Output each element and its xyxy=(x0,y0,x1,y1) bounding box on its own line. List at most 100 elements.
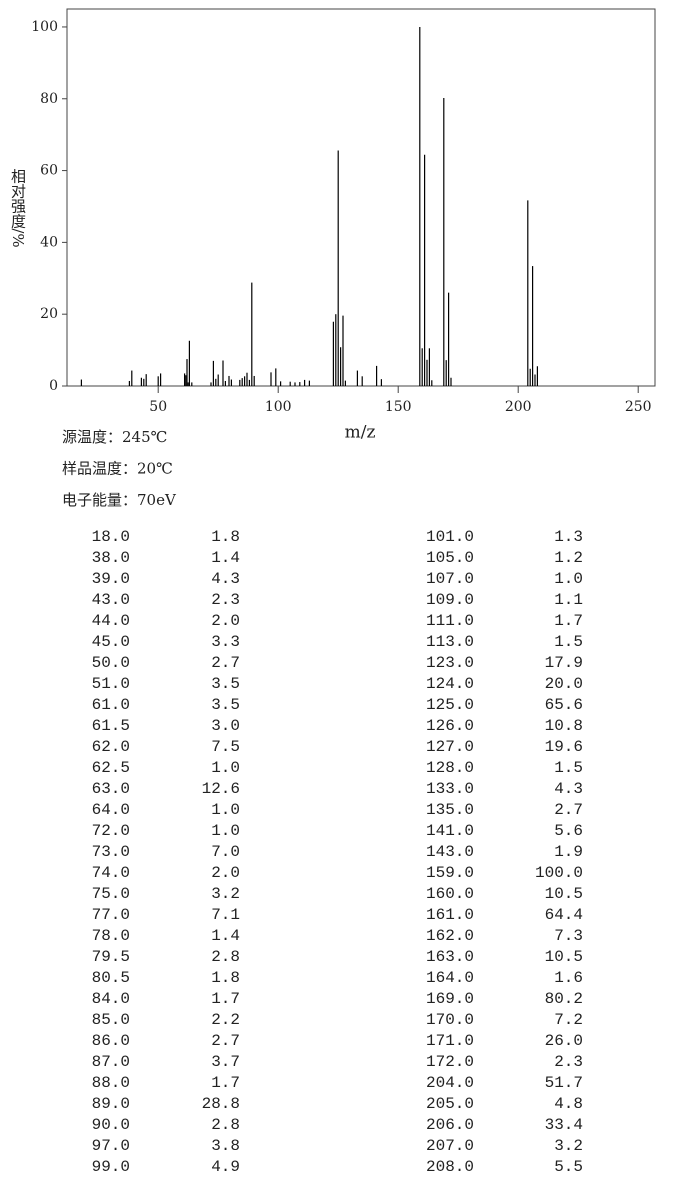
table-intensity: 3.2 xyxy=(554,1137,583,1155)
y-tick-label: 0 xyxy=(49,378,58,394)
table-intensity: 1.5 xyxy=(554,759,583,777)
table-intensity: 1.0 xyxy=(211,759,240,777)
table-intensity: 1.7 xyxy=(554,612,583,630)
table-mz: 159.0 xyxy=(426,864,474,882)
table-mz: 43.0 xyxy=(92,591,130,609)
table-intensity: 33.4 xyxy=(545,1116,583,1134)
table-mz: 109.0 xyxy=(426,591,474,609)
x-tick-label: 100 xyxy=(265,399,292,415)
table-mz: 128.0 xyxy=(426,759,474,777)
table-mz: 85.0 xyxy=(92,1011,130,1029)
table-intensity: 4.9 xyxy=(211,1158,240,1176)
table-mz: 50.0 xyxy=(92,654,130,672)
table-intensity: 4.8 xyxy=(554,1095,583,1113)
y-axis-label: 相对强度/% xyxy=(9,168,27,247)
table-intensity: 19.6 xyxy=(545,738,583,756)
table-mz: 75.0 xyxy=(92,885,130,903)
table-mz: 107.0 xyxy=(426,570,474,588)
table-intensity: 3.7 xyxy=(211,1053,240,1071)
table-intensity: 2.7 xyxy=(211,1032,240,1050)
table-mz: 206.0 xyxy=(426,1116,474,1134)
table-mz: 62.5 xyxy=(92,759,130,777)
table-mz: 63.0 xyxy=(92,780,130,798)
table-mz: 208.0 xyxy=(426,1158,474,1176)
table-intensity: 3.0 xyxy=(211,717,240,735)
table-intensity: 1.2 xyxy=(554,549,583,567)
table-intensity: 1.6 xyxy=(554,969,583,987)
condition: 样品温度：20℃ xyxy=(62,460,173,478)
table-mz: 170.0 xyxy=(426,1011,474,1029)
table-mz: 38.0 xyxy=(92,549,130,567)
x-tick-label: 200 xyxy=(505,399,532,415)
table-intensity: 1.0 xyxy=(211,801,240,819)
table-intensity: 64.4 xyxy=(545,906,583,924)
table-intensity: 10.5 xyxy=(545,885,583,903)
table-mz: 77.0 xyxy=(92,906,130,924)
table-intensity: 80.2 xyxy=(545,990,583,1008)
table-intensity: 2.8 xyxy=(211,1116,240,1134)
table-intensity: 2.7 xyxy=(211,654,240,672)
table-mz: 125.0 xyxy=(426,696,474,714)
table-intensity: 7.1 xyxy=(211,906,240,924)
table-intensity: 7.3 xyxy=(554,927,583,945)
table-mz: 205.0 xyxy=(426,1095,474,1113)
table-intensity: 1.4 xyxy=(211,549,240,567)
table-intensity: 12.6 xyxy=(202,780,240,798)
table-intensity: 20.0 xyxy=(545,675,583,693)
table-intensity: 1.5 xyxy=(554,633,583,651)
table-intensity: 3.8 xyxy=(211,1137,240,1155)
table-mz: 143.0 xyxy=(426,843,474,861)
y-tick-label: 100 xyxy=(31,19,58,35)
table-mz: 126.0 xyxy=(426,717,474,735)
table-intensity: 2.3 xyxy=(211,591,240,609)
table-intensity: 5.6 xyxy=(554,822,583,840)
table-mz: 111.0 xyxy=(426,612,474,630)
table-intensity: 1.0 xyxy=(211,822,240,840)
table-mz: 171.0 xyxy=(426,1032,474,1050)
table-mz: 39.0 xyxy=(92,570,130,588)
table-mz: 86.0 xyxy=(92,1032,130,1050)
table-mz: 124.0 xyxy=(426,675,474,693)
table-mz: 51.0 xyxy=(92,675,130,693)
table-mz: 78.0 xyxy=(92,927,130,945)
table-mz: 105.0 xyxy=(426,549,474,567)
table-intensity: 2.8 xyxy=(211,948,240,966)
table-mz: 204.0 xyxy=(426,1074,474,1092)
condition: 源温度：245℃ xyxy=(62,428,167,446)
table-intensity: 3.5 xyxy=(211,696,240,714)
table-mz: 79.5 xyxy=(92,948,130,966)
table-mz: 163.0 xyxy=(426,948,474,966)
x-tick-label: 250 xyxy=(625,399,652,415)
table-intensity: 3.2 xyxy=(211,885,240,903)
table-intensity: 1.4 xyxy=(211,927,240,945)
table-mz: 44.0 xyxy=(92,612,130,630)
table-mz: 88.0 xyxy=(92,1074,130,1092)
table-intensity: 1.9 xyxy=(554,843,583,861)
table-mz: 135.0 xyxy=(426,801,474,819)
table-intensity: 3.3 xyxy=(211,633,240,651)
table-mz: 89.0 xyxy=(92,1095,130,1113)
table-mz: 97.0 xyxy=(92,1137,130,1155)
table-intensity: 10.5 xyxy=(545,948,583,966)
table-mz: 101.0 xyxy=(426,528,474,546)
table-mz: 73.0 xyxy=(92,843,130,861)
plot-frame xyxy=(66,8,656,387)
table-intensity: 1.7 xyxy=(211,1074,240,1092)
table-mz: 61.5 xyxy=(92,717,130,735)
table-intensity: 28.8 xyxy=(202,1095,240,1113)
x-tick-label: 50 xyxy=(149,399,167,415)
y-tick-label: 40 xyxy=(40,234,58,250)
table-mz: 160.0 xyxy=(426,885,474,903)
table-mz: 172.0 xyxy=(426,1053,474,1071)
y-tick-label: 60 xyxy=(40,163,58,179)
table-intensity: 26.0 xyxy=(545,1032,583,1050)
table-mz: 72.0 xyxy=(92,822,130,840)
y-tick-label: 20 xyxy=(40,306,58,322)
table-mz: 90.0 xyxy=(92,1116,130,1134)
table-intensity: 2.3 xyxy=(554,1053,583,1071)
table-intensity: 5.5 xyxy=(554,1158,583,1176)
table-mz: 87.0 xyxy=(92,1053,130,1071)
table-mz: 162.0 xyxy=(426,927,474,945)
